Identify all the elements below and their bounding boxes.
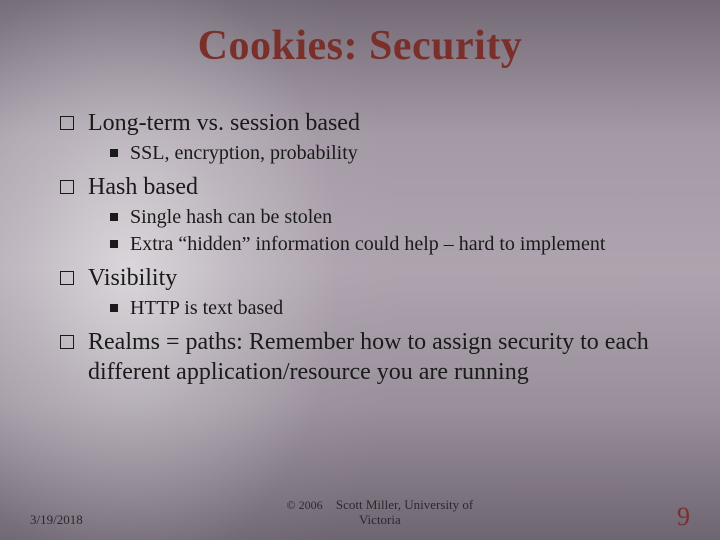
square-outline-icon [60, 271, 74, 285]
bullet-text: Visibility [88, 263, 672, 293]
bullet-text: Realms = paths: Remember how to assign s… [88, 327, 672, 387]
bullet-text: HTTP is text based [130, 295, 672, 321]
footer-copyright: © 2006 [286, 498, 322, 512]
bullet-lvl2: HTTP is text based [110, 295, 672, 321]
bullet-lvl1: Long-term vs. session based [60, 108, 672, 138]
bullet-lvl1: Realms = paths: Remember how to assign s… [60, 327, 672, 387]
bullet-lvl2-group: SSL, encryption, probability [110, 140, 672, 166]
slide: Cookies: Security Long-term vs. session … [0, 0, 720, 540]
bullet-text: Long-term vs. session based [88, 108, 672, 138]
slide-title: Cookies: Security [0, 22, 720, 70]
slide-footer: 3/19/2018 © 2006 Scott Miller, Universit… [0, 497, 720, 528]
square-solid-icon [110, 149, 118, 157]
bullet-text: Hash based [88, 172, 672, 202]
bullet-lvl1: Hash based [60, 172, 672, 202]
square-solid-icon [110, 213, 118, 221]
footer-author-line2: Victoria [359, 512, 401, 527]
bullet-lvl2: SSL, encryption, probability [110, 140, 672, 166]
bullet-lvl2-group: Single hash can be stolen Extra “hidden”… [110, 204, 672, 257]
square-outline-icon [60, 335, 74, 349]
square-solid-icon [110, 240, 118, 248]
bullet-lvl2-group: HTTP is text based [110, 295, 672, 321]
square-solid-icon [110, 304, 118, 312]
bullet-text: SSL, encryption, probability [130, 140, 672, 166]
square-outline-icon [60, 116, 74, 130]
square-outline-icon [60, 180, 74, 194]
bullet-lvl2: Extra “hidden” information could help – … [110, 231, 672, 257]
bullet-lvl2: Single hash can be stolen [110, 204, 672, 230]
page-number: 9 [677, 502, 690, 532]
bullet-lvl1: Visibility [60, 263, 672, 293]
footer-author: © 2006 Scott Miller, University of Victo… [83, 497, 677, 528]
bullet-text: Single hash can be stolen [130, 204, 672, 230]
footer-author-line1: Scott Miller, University of [336, 497, 473, 512]
footer-date: 3/19/2018 [30, 512, 83, 528]
bullet-text: Extra “hidden” information could help – … [130, 231, 672, 257]
slide-body: Long-term vs. session based SSL, encrypt… [60, 108, 672, 389]
